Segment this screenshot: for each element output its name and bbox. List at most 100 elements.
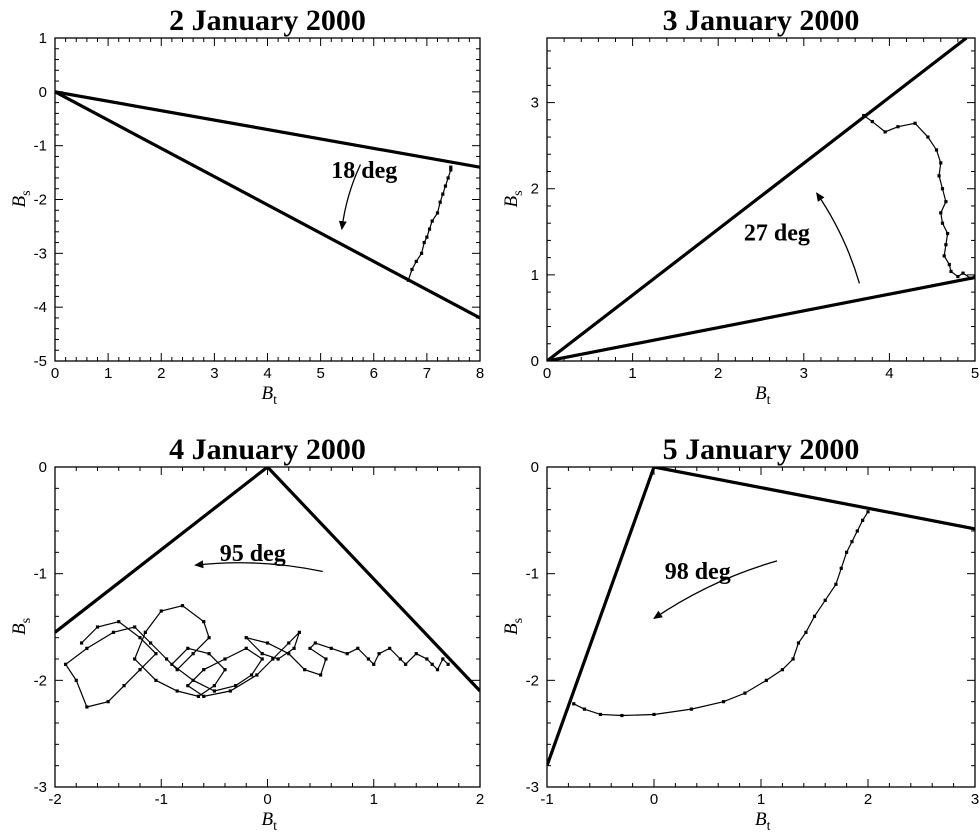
y-tick-label: 1 <box>39 30 47 47</box>
trace-point <box>430 662 434 666</box>
trace-point <box>133 625 137 629</box>
x-tick-label: 2 <box>714 365 722 382</box>
trace-point <box>297 630 301 634</box>
chart-title: 2 January 2000 <box>169 4 366 37</box>
trace-point <box>202 668 206 672</box>
trace-point <box>446 662 450 666</box>
trace-point <box>271 657 275 661</box>
x-tick-label: 4 <box>885 365 893 382</box>
trace-point <box>961 271 965 275</box>
x-tick-label: 0 <box>650 791 658 808</box>
trace-point <box>234 684 238 688</box>
trace-point <box>133 657 137 661</box>
trace-point <box>265 641 270 645</box>
trace-point <box>398 657 402 661</box>
trace-point <box>441 657 445 661</box>
trace-point <box>689 707 694 711</box>
trace-point <box>414 259 418 264</box>
trace-point <box>324 657 328 661</box>
trace-point <box>255 673 259 677</box>
trace-point <box>372 662 376 666</box>
x-tick-label: 3 <box>971 791 979 808</box>
x-tick-label: 1 <box>370 791 378 808</box>
trace-point <box>956 274 960 279</box>
field-trace <box>64 605 449 708</box>
trace-point <box>175 689 179 693</box>
trace-point <box>287 652 291 656</box>
data-layer <box>55 90 480 320</box>
trace-point <box>870 119 874 124</box>
chart-panel-4: 5 January 2000 -1 0 1 2 3 -3 -2 -1 0 Bt Bs 98 deg <box>501 433 979 834</box>
trace-point <box>850 540 854 544</box>
trace-point <box>329 646 333 650</box>
trace-point <box>939 161 943 165</box>
boundary-line <box>547 467 656 767</box>
trace-point <box>937 174 941 178</box>
trace-point <box>303 668 307 672</box>
y-tick-label: 1 <box>531 267 539 284</box>
rotation-arrow <box>653 560 778 620</box>
trace-point <box>170 662 174 666</box>
field-trace <box>863 115 975 279</box>
trace-point <box>287 641 291 645</box>
trace-point <box>74 678 78 682</box>
y-tick-label: -4 <box>34 299 47 316</box>
x-tick-label: 0 <box>543 365 551 382</box>
trace-point <box>228 689 232 693</box>
trace-point <box>419 251 424 255</box>
trace-point <box>138 636 142 640</box>
trace-point <box>796 641 801 645</box>
trace-point <box>812 614 817 618</box>
y-axis-label: Bs <box>9 618 34 635</box>
data-layer <box>55 467 480 709</box>
x-tick-label: 2 <box>157 365 165 382</box>
x-tick-label: 2 <box>476 791 484 808</box>
trace-point <box>862 113 866 118</box>
trace-point <box>855 529 859 533</box>
trace-point <box>946 231 950 236</box>
trace-point <box>443 184 448 188</box>
y-tick-label: 0 <box>39 459 47 476</box>
boundary-line <box>55 90 480 320</box>
plot-frame <box>54 37 481 362</box>
trace-point <box>154 652 158 656</box>
trace-point <box>940 187 945 191</box>
chart-title: 5 January 2000 <box>663 433 860 466</box>
trace-point <box>191 678 195 682</box>
trace-point <box>164 657 169 661</box>
trace-point <box>652 712 656 717</box>
trace-point <box>191 652 195 656</box>
trace-point <box>446 176 450 180</box>
trace-point <box>422 240 426 245</box>
trace-point <box>260 657 264 661</box>
trace-point <box>425 657 429 661</box>
trace-point <box>414 652 418 656</box>
trace-point <box>180 604 185 608</box>
y-tick-label: -1 <box>34 138 47 155</box>
trace-point <box>85 646 89 650</box>
y-tick-label: 2 <box>531 181 539 198</box>
trace-point <box>845 550 849 554</box>
trace-point <box>106 700 110 704</box>
x-tick-label: 0 <box>263 791 271 808</box>
trace-point <box>138 668 142 672</box>
trace-point <box>441 192 445 196</box>
trace-point <box>973 274 975 279</box>
boundary-line <box>55 467 269 634</box>
trace-point <box>175 668 179 672</box>
boundary-line <box>55 90 480 169</box>
trace-point <box>207 652 211 656</box>
rotation-annotation: 95 deg <box>220 541 286 567</box>
trace-point <box>883 130 887 134</box>
trace-point <box>438 200 442 204</box>
x-axis-label: Bt <box>262 809 278 834</box>
x-tick-label: 8 <box>476 365 484 382</box>
boundary-line <box>547 275 975 361</box>
trace-point <box>620 713 624 718</box>
trace-point <box>276 657 280 661</box>
trace-point <box>196 694 201 698</box>
rotation-annotation: 18 deg <box>331 158 397 184</box>
trace-point <box>947 262 951 267</box>
trace-point <box>743 691 747 695</box>
